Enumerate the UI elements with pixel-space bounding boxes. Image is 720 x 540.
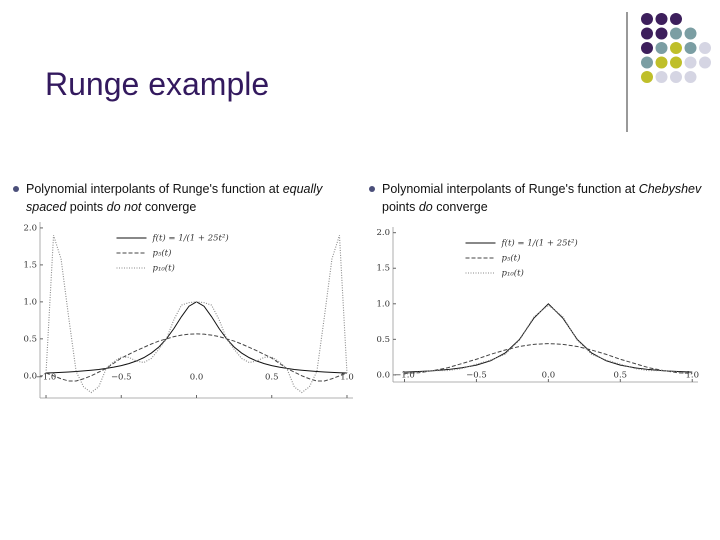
y-tick-label: 1.0 xyxy=(23,297,37,307)
y-tick-label: 1.0 xyxy=(376,299,390,309)
series-line xyxy=(404,304,693,375)
y-tick-label: 0.5 xyxy=(376,335,390,345)
legend-label: p₅(t) xyxy=(502,253,521,264)
y-tick-label: 2.0 xyxy=(376,228,390,238)
bullet-text: points xyxy=(66,200,107,214)
dot-grid xyxy=(641,13,711,83)
dot xyxy=(655,42,668,54)
x-tick-label: 0.0 xyxy=(190,373,204,383)
bullet: Polynomial interpolants of Runge's funct… xyxy=(369,180,717,216)
dot xyxy=(670,71,682,83)
dot xyxy=(641,27,653,40)
dot xyxy=(641,56,653,69)
dot xyxy=(684,56,697,69)
bullet-text: do xyxy=(418,200,433,214)
x-tick-label: 0.0 xyxy=(542,371,556,381)
dot xyxy=(699,42,711,54)
legend-label: f(t) = 1/(1 + 25t²) xyxy=(501,238,578,249)
legend-label: p₁₀(t) xyxy=(502,268,524,279)
y-tick-label: 2.0 xyxy=(23,223,37,233)
y-tick-label: 0.0 xyxy=(376,370,390,380)
dot xyxy=(641,42,653,54)
dot xyxy=(655,71,668,83)
x-tick-label: −0.5 xyxy=(111,373,132,383)
slide-title: Runge example xyxy=(45,66,270,102)
y-tick-label: 0.0 xyxy=(23,371,37,381)
bullet: Polynomial interpolants of Runge's funct… xyxy=(13,180,361,216)
dot xyxy=(641,13,653,25)
dot xyxy=(670,13,682,25)
dot xyxy=(670,56,682,69)
y-tick-label: 1.5 xyxy=(23,260,37,270)
bullet-text: Chebyshev xyxy=(638,182,702,196)
bullet-text: do not xyxy=(106,200,142,214)
dot xyxy=(670,42,682,54)
dot xyxy=(655,27,668,40)
dot xyxy=(641,71,653,83)
x-tick-label: 0.5 xyxy=(265,373,279,383)
series-line xyxy=(46,301,347,374)
x-tick-label: −1.0 xyxy=(36,373,57,383)
x-tick-label: −0.5 xyxy=(466,371,487,381)
bullet-text: Polynomial interpolants of Runge's funct… xyxy=(26,182,283,196)
dot xyxy=(684,71,697,83)
bullet-text: converge xyxy=(141,200,197,214)
dot xyxy=(684,42,697,54)
dot xyxy=(699,56,711,69)
bullet-text: converge xyxy=(432,200,488,214)
dot xyxy=(655,13,668,25)
bullet-text: Polynomial interpolants of Runge's funct… xyxy=(382,182,639,196)
series-line xyxy=(404,343,693,374)
bullet-text: points xyxy=(382,200,419,214)
dot xyxy=(684,27,697,40)
dot xyxy=(670,27,682,40)
legend-label: f(t) = 1/(1 + 25t²) xyxy=(152,233,229,244)
series-line xyxy=(45,235,348,394)
legend-label: p₅(t) xyxy=(153,248,172,259)
series-line xyxy=(45,333,348,382)
bullet-text: equally spaced xyxy=(26,182,323,214)
series-line xyxy=(404,303,693,373)
dot xyxy=(655,56,668,69)
x-tick-label: 1.0 xyxy=(340,373,354,383)
x-tick-label: −1.0 xyxy=(394,371,415,381)
y-tick-label: 0.5 xyxy=(23,334,37,344)
x-tick-label: 1.0 xyxy=(685,371,699,381)
legend-label: p₁₀(t) xyxy=(153,263,175,274)
x-tick-label: 0.5 xyxy=(614,371,628,381)
y-tick-label: 1.5 xyxy=(376,264,390,274)
